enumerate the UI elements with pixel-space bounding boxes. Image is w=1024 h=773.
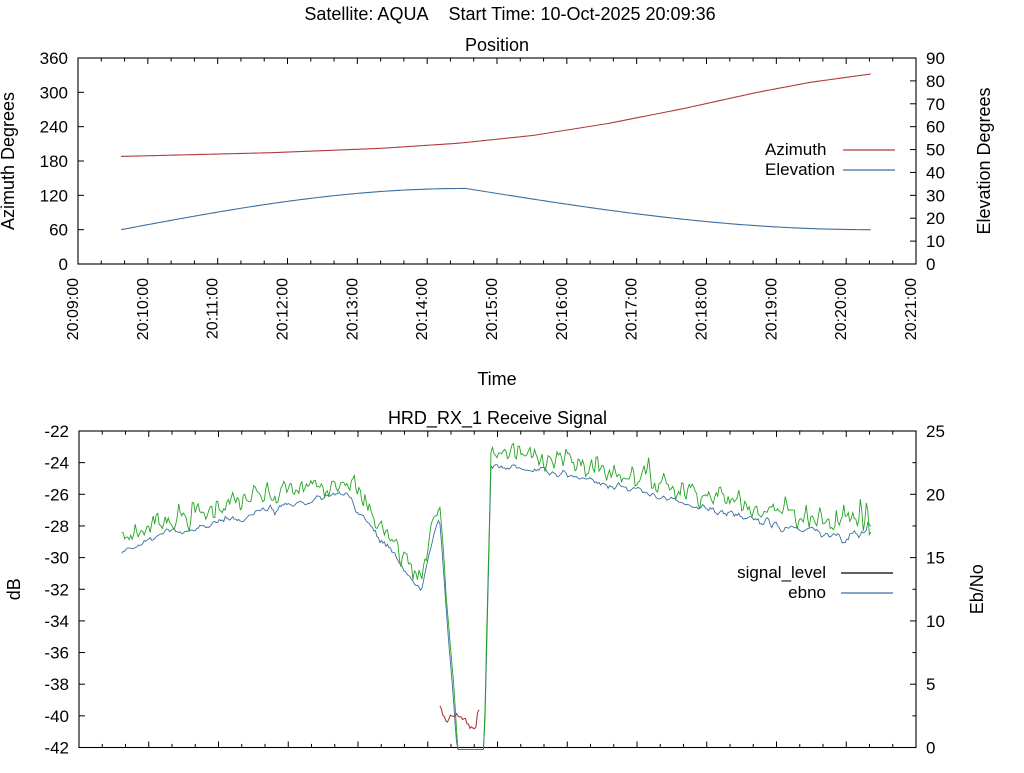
svg-text:30: 30 — [926, 186, 945, 205]
svg-text:20:16:00: 20:16:00 — [554, 278, 571, 340]
svg-text:-24: -24 — [44, 454, 69, 473]
svg-text:0: 0 — [926, 255, 935, 274]
svg-text:0: 0 — [926, 739, 935, 758]
svg-text:0: 0 — [59, 255, 68, 274]
svg-text:120: 120 — [40, 186, 68, 205]
svg-text:20: 20 — [926, 209, 945, 228]
svg-text:-40: -40 — [44, 707, 69, 726]
svg-text:20:17:00: 20:17:00 — [624, 278, 641, 340]
svg-text:90: 90 — [926, 49, 945, 68]
svg-text:20:10:00: 20:10:00 — [135, 278, 152, 340]
svg-text:360: 360 — [40, 49, 68, 68]
svg-text:60: 60 — [926, 118, 945, 137]
svg-text:-28: -28 — [44, 517, 69, 536]
svg-text:20:19:00: 20:19:00 — [763, 278, 780, 340]
svg-text:300: 300 — [40, 83, 68, 102]
svg-text:20:13:00: 20:13:00 — [344, 278, 361, 340]
svg-text:-42: -42 — [44, 739, 69, 758]
svg-text:5: 5 — [926, 675, 935, 694]
svg-text:Elevation Degrees: Elevation Degrees — [974, 87, 994, 234]
svg-text:Time: Time — [477, 369, 516, 389]
svg-text:Position: Position — [465, 35, 529, 55]
svg-text:dB: dB — [4, 578, 24, 600]
svg-text:-34: -34 — [44, 612, 69, 631]
svg-text:20: 20 — [926, 485, 945, 504]
svg-text:ebno: ebno — [788, 583, 826, 602]
svg-text:20:12:00: 20:12:00 — [275, 278, 292, 340]
svg-text:HRD_RX_1 Receive Signal: HRD_RX_1 Receive Signal — [388, 408, 607, 429]
svg-text:10: 10 — [926, 612, 945, 631]
svg-text:25: 25 — [926, 422, 945, 441]
svg-text:20:15:00: 20:15:00 — [484, 278, 501, 340]
svg-text:40: 40 — [926, 163, 945, 182]
svg-text:-36: -36 — [44, 644, 69, 663]
svg-text:20:18:00: 20:18:00 — [694, 278, 711, 340]
svg-text:15: 15 — [926, 549, 945, 568]
svg-text:-26: -26 — [44, 485, 69, 504]
svg-text:60: 60 — [49, 221, 68, 240]
svg-text:70: 70 — [926, 95, 945, 114]
svg-text:50: 50 — [926, 141, 945, 160]
svg-text:Satellite: AQUA Start Time:: Satellite: AQUA Start Time: 10-Oct-2025 … — [304, 4, 715, 24]
svg-text:240: 240 — [40, 118, 68, 137]
svg-text:Elevation: Elevation — [765, 160, 835, 179]
svg-text:-32: -32 — [44, 580, 69, 599]
svg-text:180: 180 — [40, 152, 68, 171]
svg-text:Eb/No: Eb/No — [967, 564, 987, 614]
svg-text:20:14:00: 20:14:00 — [414, 278, 431, 340]
svg-text:80: 80 — [926, 72, 945, 91]
svg-text:signal_level: signal_level — [737, 563, 826, 582]
svg-text:20:11:00: 20:11:00 — [205, 278, 222, 339]
svg-text:Azimuth: Azimuth — [765, 140, 826, 159]
svg-text:20:09:00: 20:09:00 — [65, 278, 82, 340]
svg-text:Azimuth Degrees: Azimuth Degrees — [0, 92, 18, 230]
svg-text:10: 10 — [926, 232, 945, 251]
svg-text:20:20:00: 20:20:00 — [833, 278, 850, 340]
svg-text:-30: -30 — [44, 549, 69, 568]
svg-text:20:21:00: 20:21:00 — [903, 278, 920, 340]
svg-text:-22: -22 — [44, 422, 69, 441]
svg-text:-38: -38 — [44, 675, 69, 694]
